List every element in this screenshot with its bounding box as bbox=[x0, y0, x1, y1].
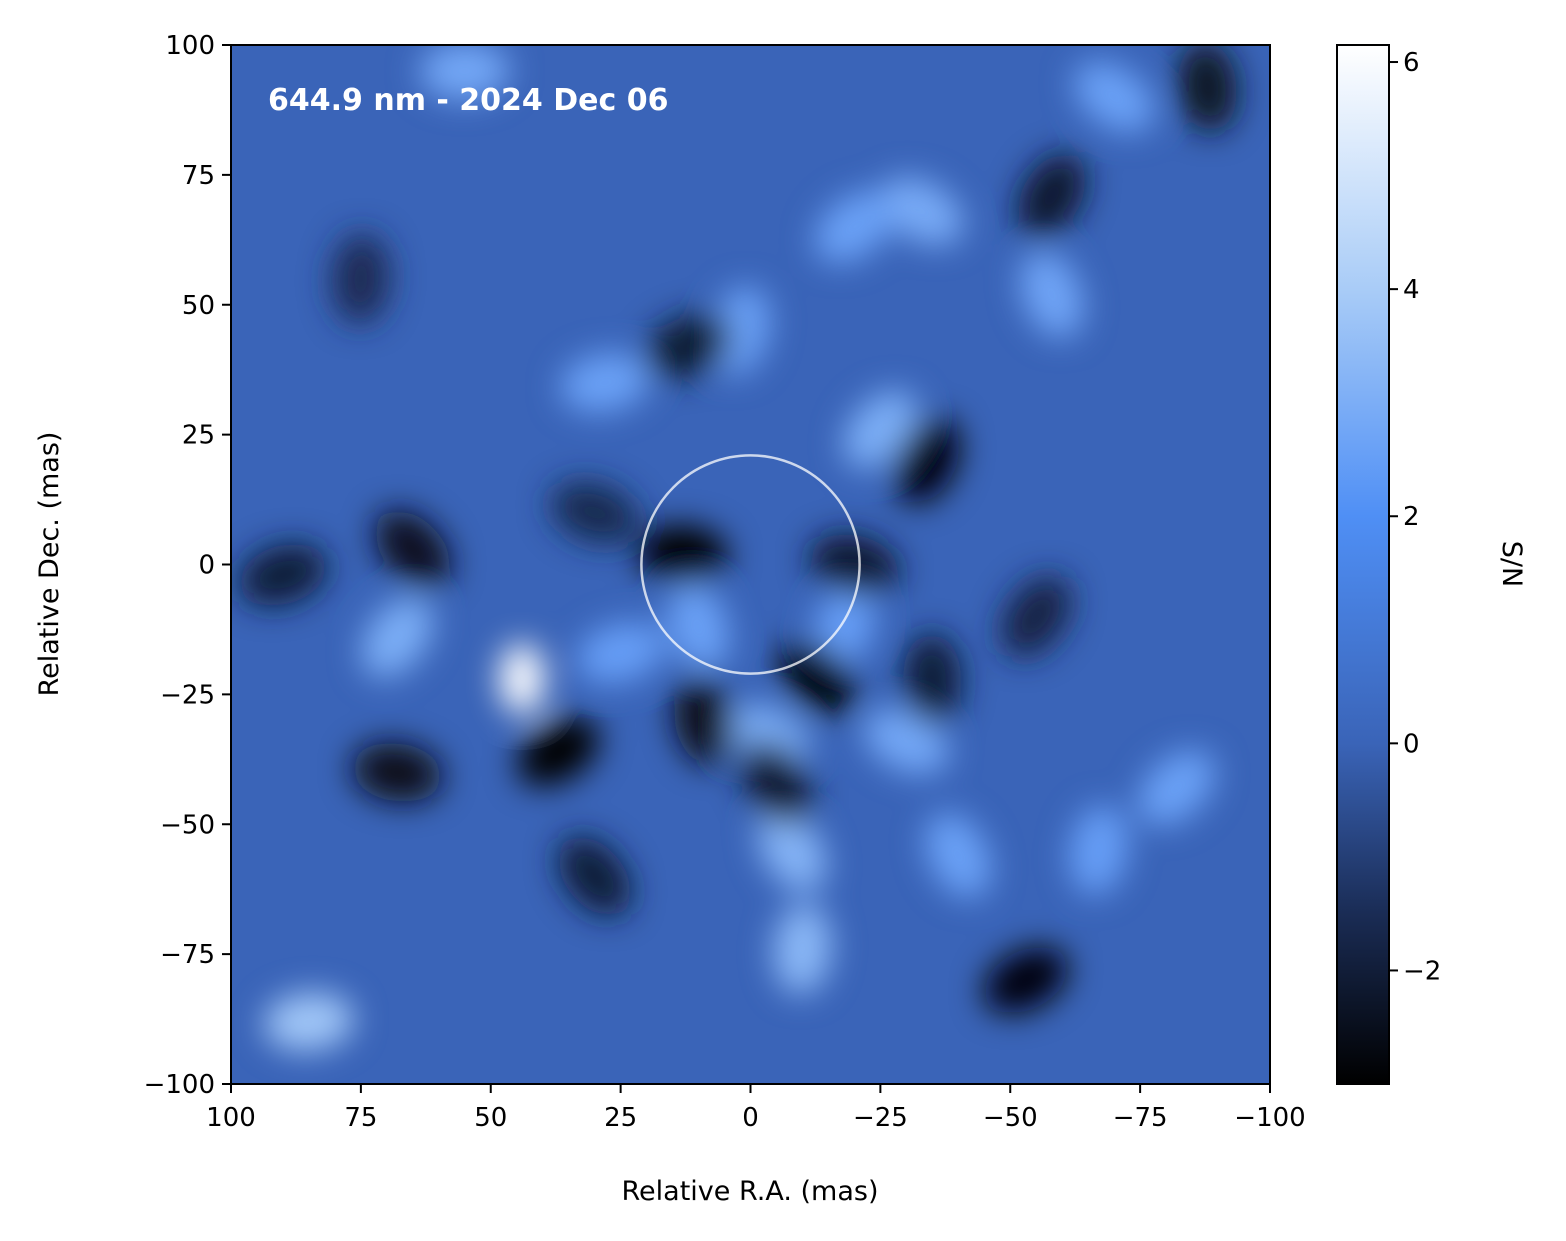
x-tick-label: −25 bbox=[853, 1103, 908, 1133]
y-tick-label: 25 bbox=[182, 421, 215, 451]
x-axis: 100 75 50 25 0 −25 −50 −75 −100 bbox=[206, 1084, 1306, 1133]
colorbar-tick-label: 2 bbox=[1403, 502, 1420, 532]
heatmap-feature bbox=[1017, 153, 1086, 238]
x-tick-label: 50 bbox=[474, 1103, 507, 1133]
heatmap-feature bbox=[558, 836, 632, 916]
y-axis: 100 75 50 25 0 −25 −50 −75 −100 bbox=[144, 31, 231, 1100]
heatmap-feature bbox=[550, 481, 639, 544]
heatmap-feature bbox=[773, 903, 832, 995]
center-circle bbox=[640, 454, 861, 675]
heatmap-feature bbox=[331, 233, 391, 325]
heatmap-feature bbox=[722, 704, 810, 768]
heatmap-feature bbox=[576, 622, 666, 684]
heatmap-feature bbox=[374, 510, 451, 588]
heatmap-feature bbox=[983, 946, 1069, 1014]
heatmap-feature bbox=[757, 808, 827, 892]
annotation: 644.9 nm - 2024 Dec 06 bbox=[268, 83, 668, 118]
x-tick-label: 100 bbox=[206, 1103, 256, 1133]
heatmap-feature bbox=[880, 177, 964, 246]
heatmap-feature bbox=[673, 675, 734, 766]
heatmap-feature bbox=[1000, 575, 1072, 658]
heatmap-feature bbox=[1178, 45, 1238, 132]
heatmap-feature bbox=[925, 812, 992, 899]
colorbar bbox=[1336, 44, 1390, 1085]
heatmap-feature bbox=[1068, 805, 1129, 896]
heatmap-feature bbox=[517, 716, 600, 787]
heatmap-feature bbox=[814, 190, 895, 264]
heatmap-features bbox=[238, 45, 1238, 1051]
heatmap-feature bbox=[419, 45, 511, 101]
heatmap-background bbox=[231, 45, 1270, 1084]
heatmap-feature bbox=[1137, 750, 1216, 826]
heatmap-feature bbox=[1019, 250, 1084, 338]
x-tick-label: −50 bbox=[983, 1103, 1038, 1133]
heatmap-feature bbox=[843, 390, 918, 469]
y-tick-label: −50 bbox=[160, 810, 215, 840]
colorbar-label: S/N bbox=[1496, 541, 1527, 587]
y-axis-label: Relative Dec. (mas) bbox=[34, 432, 65, 697]
x-tick-label: −75 bbox=[1113, 1103, 1168, 1133]
heatmap-feature bbox=[812, 582, 876, 671]
heatmap-feature bbox=[238, 543, 328, 606]
colorbar-tick-label: 0 bbox=[1403, 729, 1420, 759]
heatmap-feature bbox=[263, 992, 355, 1051]
heatmap-feature bbox=[499, 643, 545, 715]
x-tick-label: 0 bbox=[742, 1103, 759, 1133]
colorbar-tick-label: 6 bbox=[1403, 48, 1420, 78]
x-tick-label: −100 bbox=[1234, 1103, 1305, 1133]
y-tick-label: −100 bbox=[144, 1070, 215, 1100]
heatmap bbox=[231, 45, 1270, 1084]
heatmap-feature bbox=[741, 741, 812, 824]
heatmap-feature bbox=[644, 314, 732, 379]
y-tick-label: 0 bbox=[198, 551, 215, 581]
heatmap-feature bbox=[560, 352, 651, 413]
x-tick-label: 25 bbox=[604, 1103, 637, 1133]
heatmap-feature bbox=[361, 596, 434, 678]
heatmap-feature bbox=[894, 417, 960, 504]
x-axis-label: Relative R.A. (mas) bbox=[622, 1176, 879, 1207]
heatmap-feature bbox=[352, 742, 443, 802]
colorbar-tick-label: −2 bbox=[1403, 956, 1441, 986]
heatmap-feature bbox=[903, 633, 962, 725]
y-tick-label: −75 bbox=[160, 940, 215, 970]
y-tick-label: 75 bbox=[182, 161, 215, 191]
heatmap-feature bbox=[778, 641, 858, 716]
y-tick-label: 100 bbox=[165, 31, 215, 61]
colorbar-tick-label: 4 bbox=[1403, 275, 1420, 305]
y-tick-label: −25 bbox=[160, 680, 215, 710]
heatmap-feature bbox=[809, 534, 900, 595]
heatmap-feature bbox=[637, 524, 729, 584]
y-tick-label: 50 bbox=[182, 291, 215, 321]
heatmap-feature bbox=[863, 708, 950, 775]
colorbar-axis: 6 4 2 0 −2 bbox=[1389, 48, 1441, 986]
x-tick-label: 75 bbox=[344, 1103, 377, 1133]
heatmap-feature bbox=[1073, 61, 1155, 133]
